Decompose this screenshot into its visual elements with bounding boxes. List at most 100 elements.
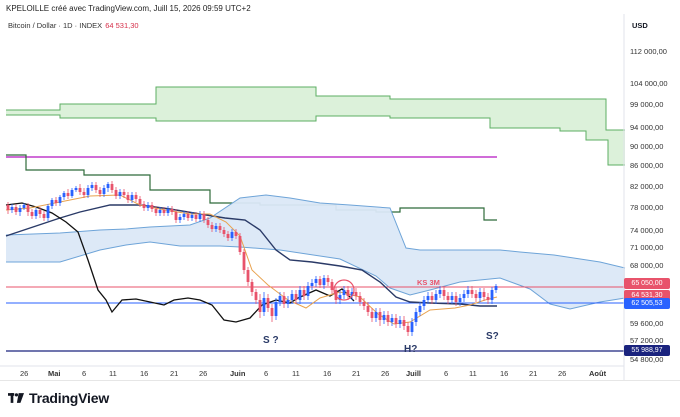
head-label: H? <box>404 344 417 355</box>
price-label: 104 000,00 <box>630 79 668 88</box>
candle-body <box>130 195 134 200</box>
upper-cloud-top-line <box>6 86 625 131</box>
symbol-legend[interactable]: Bitcoin / Dollar · 1D · INDEX 64 531,30 <box>8 21 139 30</box>
candle-body <box>66 193 70 196</box>
candle-body <box>482 292 486 297</box>
candle-body <box>166 209 170 213</box>
time-label: Juin <box>230 369 246 378</box>
candle-body <box>414 312 418 322</box>
candle-body <box>82 192 86 195</box>
candle-body <box>110 184 114 190</box>
candle-body <box>426 296 430 300</box>
lower-cloud-bottom-line <box>6 241 626 310</box>
candle-body <box>42 214 46 218</box>
candle-body <box>286 300 290 304</box>
candle-body <box>434 294 438 300</box>
candle-body <box>70 190 74 196</box>
candle-body <box>6 205 10 210</box>
candle-body <box>94 185 98 190</box>
candle-body <box>78 188 82 192</box>
candle-body <box>450 296 454 300</box>
circle-annotation <box>333 279 355 301</box>
price-badge-55988: 55 988,97 <box>624 345 670 356</box>
candle-body <box>38 210 42 214</box>
time-label: Juill <box>406 369 421 378</box>
candle-body <box>406 326 410 332</box>
candle-body <box>338 295 342 300</box>
candle-body <box>330 282 334 290</box>
candle-body <box>274 302 278 316</box>
candle-body <box>478 292 482 298</box>
candle-body <box>278 296 282 302</box>
candle-body <box>302 290 306 296</box>
price-label: 59 600,00 <box>630 319 663 328</box>
lower-cloud-top-line <box>5 194 626 269</box>
time-label: 26 <box>558 369 566 378</box>
candle-body <box>102 188 106 194</box>
time-label: 6 <box>82 369 86 378</box>
price-label: 112 000,00 <box>630 47 667 56</box>
candle-body <box>370 312 374 318</box>
candle-body <box>126 195 130 200</box>
candle-body <box>490 290 494 300</box>
price-label: 78 000,00 <box>630 203 663 212</box>
candle-body <box>186 214 190 218</box>
candle-body <box>386 315 390 322</box>
candle-body <box>74 188 78 190</box>
time-label: 21 <box>170 369 178 378</box>
time-label: 21 <box>529 369 537 378</box>
candle-body <box>254 292 258 300</box>
candle-body <box>266 298 270 308</box>
candle-body <box>62 193 66 197</box>
price-badge-62505: 62 505,53 <box>624 298 670 309</box>
candle-body <box>402 320 406 326</box>
candle-body <box>158 210 162 213</box>
time-label: 11 <box>292 369 300 378</box>
candle-body <box>26 205 30 212</box>
symbol-name: Bitcoin / Dollar · 1D · INDEX <box>8 21 103 30</box>
candle-body <box>242 252 246 270</box>
time-label: 16 <box>500 369 508 378</box>
candle-body <box>174 212 178 220</box>
candle-body <box>270 308 274 316</box>
currency-label[interactable]: USD <box>632 21 648 30</box>
candle-body <box>350 292 354 296</box>
candle-body <box>430 296 434 300</box>
candle-body <box>30 212 34 216</box>
candle-body <box>246 270 250 282</box>
price-label: 99 000,00 <box>630 100 663 109</box>
price-axis[interactable]: 112 000,00 104 000,00 99 000,00 94 000,0… <box>630 47 668 364</box>
left-shoulder-label: S ? <box>263 335 279 346</box>
candle-body <box>298 290 302 300</box>
candle-body <box>466 290 470 294</box>
price-label: 82 000,00 <box>630 182 663 191</box>
candle-body <box>114 190 118 196</box>
candle-body <box>234 232 238 236</box>
candle-body <box>194 215 198 219</box>
candle-body <box>14 207 18 212</box>
candle-body <box>470 290 474 294</box>
candle-body <box>290 294 294 300</box>
candle-body <box>362 302 366 306</box>
candle-body <box>422 300 426 306</box>
candle-body <box>390 318 394 322</box>
candle-body <box>46 206 50 218</box>
time-label: Mai <box>48 369 61 378</box>
candle-body <box>150 205 154 209</box>
last-value: 64 531,30 <box>105 21 139 30</box>
candle-body <box>226 234 230 238</box>
chikou-line <box>5 202 355 323</box>
candle-body <box>146 205 150 208</box>
price-label: 57 200,00 <box>630 336 663 345</box>
price-badge-last: 64 531,30 <box>624 290 670 301</box>
candle-body <box>122 192 126 195</box>
time-axis[interactable]: 26 Mai 6 11 16 21 26 Juin 6 11 16 21 26 … <box>20 369 607 378</box>
price-label: 74 000,00 <box>630 226 663 235</box>
candle-body <box>10 207 14 210</box>
price-label: 71 000,00 <box>630 243 663 252</box>
tradingview-logo[interactable]: TradingView <box>8 390 109 406</box>
candle-body <box>182 214 186 217</box>
price-label: 54 800,00 <box>630 355 663 364</box>
candle-body <box>198 214 202 219</box>
